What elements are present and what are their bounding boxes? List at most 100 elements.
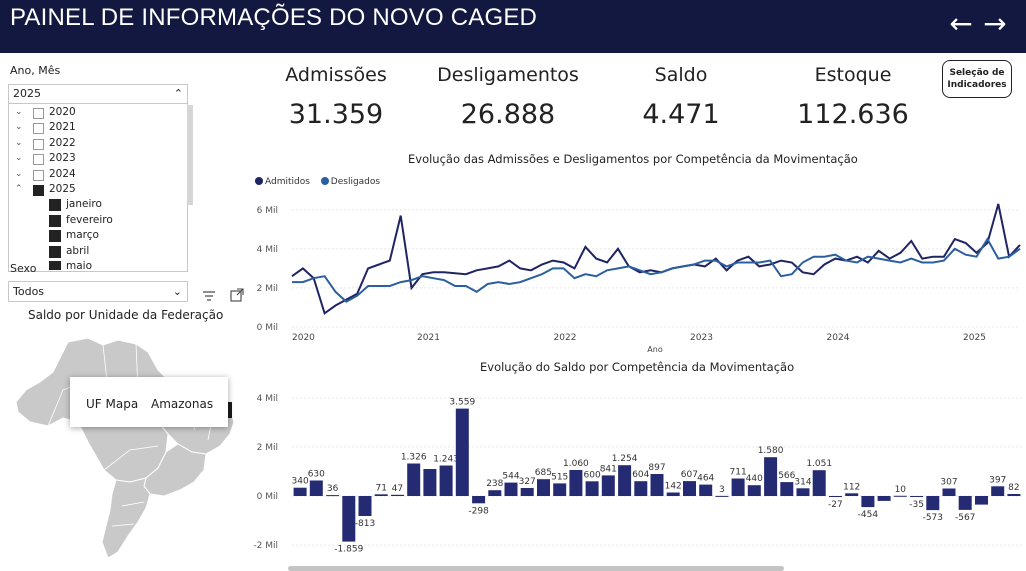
saldo-bar[interactable] <box>634 481 648 496</box>
bar-data-label: 3.559 <box>449 398 475 408</box>
saldo-bar[interactable] <box>812 470 826 496</box>
checkbox[interactable] <box>33 123 44 135</box>
saldo-bar[interactable] <box>683 481 696 496</box>
chevron-down-icon[interactable]: ⌄ <box>172 285 182 298</box>
brazil-map[interactable] <box>8 330 238 566</box>
checkbox[interactable] <box>33 138 44 150</box>
slicer-year-item[interactable]: ⌄ 2022 <box>9 136 179 151</box>
period-slicer-list: ⌄ 2020 ⌄ 2021 ⌄ 2022 ⌄ 2023 ⌄ 2024 ⌃ 2025 janeiro fev… <box>9 105 179 270</box>
bar-data-label: 1.326 <box>401 453 427 463</box>
arrow-left-icon[interactable]: ← <box>949 7 973 40</box>
horizontal-scrollbar[interactable] <box>288 566 784 571</box>
saldo-bar[interactable] <box>699 484 713 496</box>
saldo-bar[interactable] <box>780 482 794 496</box>
saldo-bar[interactable] <box>293 487 307 496</box>
slicer-year-item[interactable]: ⌄ 2020 <box>9 105 179 120</box>
slicer-month-item[interactable]: abril <box>9 244 179 259</box>
indicator-selection-button[interactable]: Seleção de Indicadores <box>942 60 1012 98</box>
saldo-bar[interactable] <box>326 495 340 497</box>
checkbox[interactable] <box>33 108 44 119</box>
saldo-bar[interactable] <box>829 496 842 497</box>
kpi-label: Estoque <box>814 64 892 86</box>
y-tick-label: 4 Mil <box>257 245 278 255</box>
saldo-bar[interactable] <box>942 488 956 497</box>
chevron-down-icon[interactable]: ⌄ <box>15 153 23 164</box>
saldo-bar[interactable] <box>569 470 583 496</box>
legend-item-desligados[interactable]: Desligados <box>320 177 380 187</box>
saldo-bar[interactable] <box>715 495 729 497</box>
saldo-bar[interactable] <box>747 485 761 496</box>
filter-icon[interactable] <box>202 287 216 301</box>
focus-mode-icon[interactable] <box>230 287 244 302</box>
slicer-year-item[interactable]: ⌄ 2021 <box>9 120 179 135</box>
saldo-bar[interactable] <box>374 494 388 496</box>
saldo-bar[interactable] <box>407 463 421 497</box>
saldo-bar[interactable] <box>731 478 745 497</box>
chevron-up-icon[interactable]: ⌃ <box>15 183 23 194</box>
checkbox[interactable] <box>33 184 44 196</box>
chevron-down-icon[interactable]: ⌄ <box>15 168 23 179</box>
chevron-down-icon[interactable]: ⌄ <box>15 137 23 148</box>
chevron-down-icon[interactable]: ⌄ <box>15 122 23 133</box>
bar-data-label: 1.051 <box>806 459 832 469</box>
arrow-right-icon[interactable]: → <box>983 7 1007 40</box>
saldo-bar[interactable] <box>504 482 518 496</box>
checkbox[interactable] <box>49 214 61 227</box>
saldo-bar[interactable] <box>358 496 372 516</box>
sex-dropdown[interactable]: Todos ⌄ <box>8 281 188 302</box>
saldo-bar[interactable] <box>910 496 924 497</box>
checkbox[interactable] <box>49 245 61 258</box>
slicer-scrollbar[interactable] <box>187 105 193 205</box>
saldo-bar[interactable] <box>472 496 486 504</box>
slicer-year-item[interactable]: ⌃ 2025 <box>9 182 179 197</box>
saldo-bar[interactable] <box>975 496 988 505</box>
saldo-bar[interactable] <box>1007 494 1021 496</box>
slicer-year-item[interactable]: ⌄ 2024 <box>9 167 179 182</box>
saldo-bar[interactable] <box>991 486 1005 496</box>
saldo-bar[interactable] <box>488 490 502 496</box>
saldo-bar[interactable] <box>553 483 567 496</box>
saldo-bar[interactable] <box>342 496 356 542</box>
saldo-bar[interactable] <box>926 496 940 511</box>
slicer-month-item[interactable]: março <box>9 228 179 243</box>
saldo-bar[interactable] <box>439 465 453 497</box>
saldo-bar[interactable] <box>585 481 599 496</box>
chevron-up-icon[interactable]: ⌃ <box>173 87 183 100</box>
saldo-bar[interactable] <box>764 457 778 496</box>
saldo-bar[interactable] <box>861 496 875 508</box>
x-tick-label: 2025 <box>963 333 986 343</box>
saldo-bar[interactable] <box>666 492 680 497</box>
saldo-bar[interactable] <box>893 495 907 497</box>
saldo-bar[interactable] <box>309 480 323 497</box>
map-title: Saldo por Unidade da Federação <box>28 308 224 322</box>
period-slicer-header[interactable]: 2025 ⌃ <box>9 85 187 104</box>
saldo-bar[interactable] <box>391 494 404 496</box>
checkbox[interactable] <box>49 260 61 270</box>
saldo-bar[interactable] <box>958 496 972 510</box>
saldo-bar[interactable] <box>877 496 891 501</box>
slicer-year-item[interactable]: ⌄ 2023 <box>9 151 179 166</box>
slicer-month-item[interactable]: maio <box>9 259 179 270</box>
saldo-bar[interactable] <box>537 479 550 496</box>
saldo-bar[interactable] <box>520 488 534 496</box>
saldo-bar[interactable] <box>796 488 810 496</box>
saldo-bar[interactable] <box>455 408 469 496</box>
saldo-bar[interactable] <box>618 465 632 496</box>
chevron-down-icon[interactable]: ⌄ <box>15 107 23 117</box>
legend-item-admitidos[interactable]: Admitidos <box>255 177 310 187</box>
slicer-month-item[interactable]: fevereiro <box>9 213 179 228</box>
checkbox[interactable] <box>33 154 44 166</box>
checkbox[interactable] <box>33 169 44 181</box>
checkbox[interactable] <box>49 199 61 212</box>
saldo-bar[interactable] <box>601 475 615 496</box>
admissions-line-chart[interactable]: 0 Mil 2 Mil 4 Mil 6 Mil 2020 2021 2022 2023 2024… <box>250 190 1026 356</box>
slicer-month-item[interactable]: janeiro <box>9 197 179 212</box>
saldo-bar[interactable] <box>423 469 437 496</box>
series-line-desligados[interactable] <box>292 237 1021 303</box>
series-line-admitidos[interactable] <box>291 203 1021 315</box>
saldo-bar[interactable] <box>845 493 859 496</box>
checkbox[interactable] <box>49 230 61 243</box>
period-slicer[interactable]: 2025 ⌃ ⌄ 2020 ⌄ 2021 ⌄ 2022 ⌄ 2023 ⌄ 2024 ⌃ 2025 jan… <box>8 84 193 272</box>
saldo-bar[interactable] <box>650 474 664 496</box>
